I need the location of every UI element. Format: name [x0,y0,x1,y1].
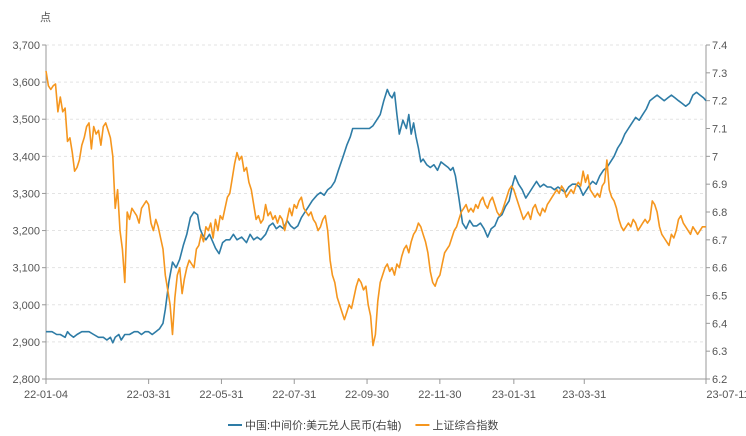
right-tick-label: 6.3 [712,346,727,358]
right-tick-label: 6.6 [712,263,727,275]
right-tick-label: 6.4 [712,318,727,330]
x-tick-label: 23-07-11 [706,389,746,401]
axes: 2,800 2,900 3,000 3,100 3,200 3,300 3,400 3,500… [12,40,746,401]
right-tick-label: 6.2 [712,374,727,386]
right-tick-label: 7.4 [712,40,727,52]
left-tick-label: 3,400 [12,151,40,163]
legend: 中国:中间价:美元兑人民币(右轴) 上证综合指数 [228,418,498,432]
x-tick-label: 22-07-31 [272,389,316,401]
right-tick-label: 7.1 [712,124,727,136]
x-tick-label: 22-01-04 [24,389,68,401]
right-tick-label: 7.2 [712,96,727,108]
left-tick-label: 3,200 [12,226,40,238]
x-tick-label: 22-05-31 [199,389,243,401]
right-tick-label: 7 [712,151,718,163]
left-tick-label: 3,100 [12,263,40,275]
left-tick-label: 2,900 [12,337,40,349]
left-tick-label: 2,800 [12,374,40,386]
legend-label-2: 上证综合指数 [432,418,498,432]
series-lines [45,70,707,347]
legend-label-1: 中国:中间价:美元兑人民币(右轴) [245,418,401,432]
left-tick-label: 3,700 [12,40,40,52]
x-tick-label: 23-01-31 [492,389,536,401]
x-tick-label: 22-09-30 [345,389,389,401]
right-tick-label: 6.8 [712,207,727,219]
series-line-1 [46,88,707,344]
series-line-2 [45,70,706,347]
gridlines [46,44,706,343]
left-tick-label: 3,300 [12,188,40,200]
right-tick-label: 7.3 [712,68,727,80]
x-tick-label: 22-11-30 [418,389,461,401]
right-tick-label: 6.5 [712,291,727,303]
right-tick-label: 6.7 [712,235,727,247]
x-tick-label: 22-03-31 [127,389,171,401]
x-tick-label: 23-03-31 [562,389,606,401]
right-tick-label: 6.9 [712,179,727,191]
left-tick-label: 3,500 [12,114,40,126]
left-axis-unit: 点 [40,11,51,24]
left-tick-label: 3,000 [12,300,40,312]
left-tick-label: 3,600 [12,77,40,89]
